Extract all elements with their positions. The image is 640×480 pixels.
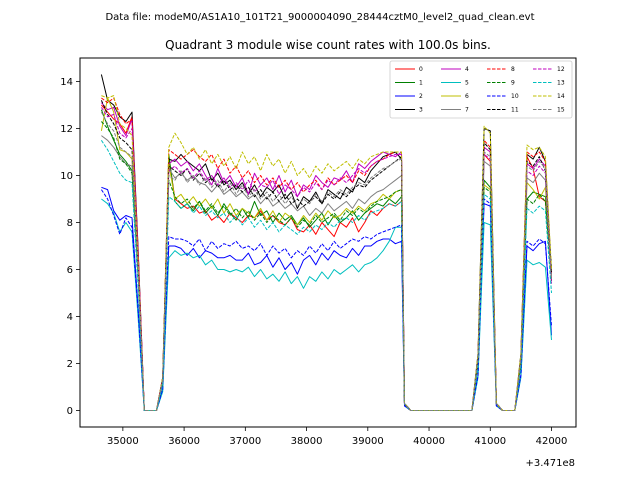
file-caption: Data file: modeM0/AS1A10_101T21_90000040… (105, 12, 534, 23)
y-tick-label: 2 (67, 359, 73, 370)
x-tick-label: 40000 (413, 436, 445, 447)
x-tick-label: 38000 (291, 436, 323, 447)
legend-label-7: 7 (465, 107, 469, 114)
legend-label-15: 15 (557, 107, 565, 114)
x-tick-label: 36000 (168, 436, 200, 447)
legend-label-6: 6 (465, 93, 469, 100)
legend-label-10: 10 (511, 93, 519, 100)
legend-label-13: 13 (557, 80, 565, 87)
series-line-15 (100, 111, 552, 411)
legend-label-2: 2 (419, 93, 423, 100)
legend-label-0: 0 (419, 66, 423, 73)
series-line-11 (100, 100, 552, 411)
legend-label-8: 8 (511, 66, 515, 73)
series-layer (100, 74, 552, 411)
series-line-8 (101, 97, 552, 411)
plot-frame (79, 57, 577, 428)
y-tick-label: 6 (67, 265, 73, 276)
x-tick-label: 42000 (536, 436, 568, 447)
series-line-10 (100, 189, 552, 411)
axis-layer: 35000 36000 37000 38000 39000 40000 41000 42000… (60, 77, 567, 447)
y-tick-label: 4 (67, 312, 73, 323)
y-tick-label: 8 (67, 218, 73, 229)
legend-label-12: 12 (557, 66, 565, 73)
y-tick-label: 12 (60, 124, 73, 135)
legend-label-9: 9 (511, 80, 515, 87)
legend-label-11: 11 (511, 107, 519, 114)
x-offset-label: +3.471e8 (525, 458, 575, 469)
legend-box (389, 60, 573, 119)
x-tick-label: 35000 (107, 436, 139, 447)
x-tick-label: 39000 (352, 436, 384, 447)
series-line-13 (100, 140, 552, 411)
legend-label-3: 3 (419, 107, 423, 114)
x-tick-label: 41000 (474, 436, 506, 447)
legend-label-1: 1 (419, 80, 423, 87)
chart-title: Quadrant 3 module wise count rates with … (165, 38, 491, 52)
series-line-2 (101, 186, 552, 411)
y-tick-label: 14 (60, 77, 73, 88)
legend-label-14: 14 (557, 93, 565, 100)
x-tick-label: 37000 (229, 436, 261, 447)
legend-label-5: 5 (465, 80, 469, 87)
series-line-5 (101, 198, 552, 411)
legend-label-4: 4 (465, 66, 469, 73)
y-tick-label: 10 (60, 171, 73, 182)
y-tick-label: 0 (67, 406, 73, 417)
